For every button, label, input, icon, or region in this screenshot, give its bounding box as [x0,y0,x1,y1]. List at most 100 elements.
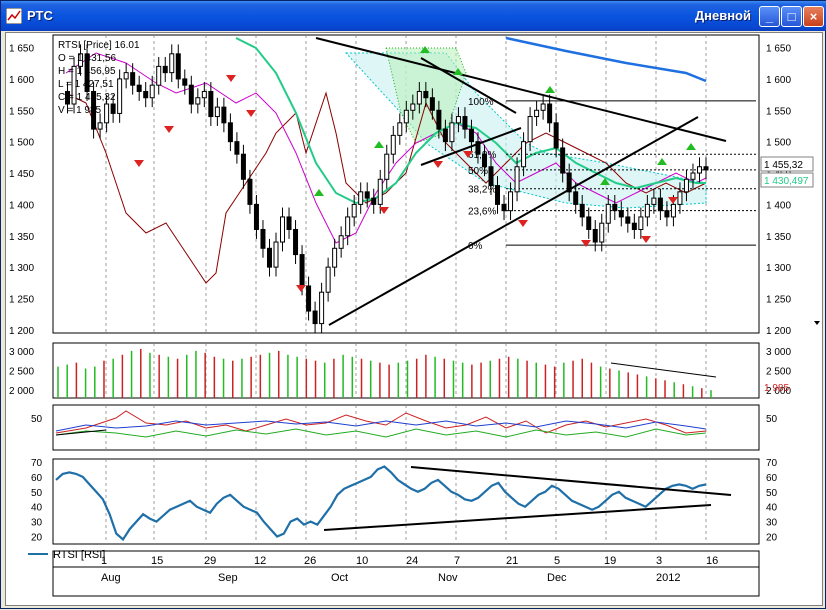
arrow-down-icon [164,126,174,133]
price-tick-label: 1 450 [9,169,34,180]
timeframe-label: Дневной [694,8,751,23]
candle-body [286,216,292,230]
candle-body [234,141,240,155]
price-tick-label: 1 550 [9,106,34,117]
price-tick-label: 1 350 [766,232,791,243]
candle-body [280,216,286,243]
arrow-up-icon [374,141,384,148]
candle-body [455,116,461,124]
candle-body [631,222,637,230]
price-title: RTSI [Price] 16.01 [58,40,140,51]
candle-body [449,122,455,143]
candle-body [377,178,383,205]
blue-moving-average [505,36,707,83]
ohlc-low: L = 1 427,51 [58,79,114,90]
candle-body [364,191,370,199]
candle-body [423,90,429,99]
arrow-down-icon [134,160,144,167]
price-tick-label: 1 400 [766,200,791,211]
rsi-tick-label: 20 [766,533,778,544]
candle-body [78,53,84,67]
oscillator-lines [55,410,707,438]
candle-body [293,228,299,256]
price-tick-label: 1 200 [766,326,791,337]
fib-label: 0% [468,241,483,252]
arrow-down-icon [433,161,443,168]
candle-body [325,266,331,293]
price-y-ticks-left: 1 650 1 600 1 550 1 500 1 450 1 400 1 350 1 300… [9,44,34,337]
rsi-y-ticks-left: 70 60 50 40 30 20 [31,458,43,544]
candle-body [84,53,90,92]
candle-body [462,116,468,130]
candle-body [475,141,481,155]
ohlc-close: C = 1 455,32 [58,92,116,103]
candle-body [195,97,201,105]
candle-body [468,128,474,143]
minimize-button[interactable]: _ [759,6,780,27]
arrow-down-icon [518,220,528,227]
candle-body [657,197,663,212]
arrow-down-icon [246,110,256,117]
x-day-label: 1 [101,555,107,567]
candle-body [110,103,116,114]
candle-body [188,84,194,105]
candle-body [566,172,572,193]
title-bar[interactable]: РТС Дневной _ □ × [1,1,826,31]
candle-body [227,122,233,143]
chart-canvas[interactable]: 1 650 1 600 1 550 1 500 1 450 1 400 1 350 1 300… [5,32,823,606]
arrow-down-icon [296,285,306,292]
close-button[interactable]: × [803,6,824,27]
candle-body [136,84,142,92]
maximize-button[interactable]: □ [781,6,802,27]
candle-body [65,90,71,105]
candle-body [592,228,598,243]
volume-tick-label: 2 000 [766,386,791,397]
candle-body [175,53,181,80]
indicator-tag-box [760,172,814,188]
candle-body [644,203,650,218]
fib-label: 23,6% [468,207,496,218]
x-day-label: 24 [406,555,418,567]
price-tick-label: 1 300 [9,263,34,274]
candle-body [162,65,168,74]
price-tick-label: 1 300 [766,263,791,274]
candle-body [573,191,579,205]
trendline-upper [315,37,727,142]
x-month-label: Aug [101,572,121,584]
volume-tick-label: 2 500 [9,367,34,378]
indicator-tag: 1 430,497 [764,176,809,187]
candle-body [130,72,136,86]
candle-body [201,90,207,99]
candle-body [586,216,592,230]
candle-body [266,247,272,268]
arrow-up-icon [314,189,324,196]
candle-body [306,285,312,312]
oscillator-y-ticks-right: 50 [766,414,778,425]
rsi-line [55,465,707,542]
arrow-down-icon [668,197,678,204]
candle-body [390,134,396,155]
fib-label: 50% [468,166,488,177]
x-axis-frame [52,550,760,597]
candle-body [214,106,220,118]
price-tick-label: 1 500 [9,138,34,149]
candle-body [117,78,123,114]
candle-body [416,90,422,105]
candle-body [156,65,162,86]
arrow-down-icon [226,75,236,82]
rsi-legend-label: RTSI [RSI] [53,549,105,561]
candle-body [579,203,585,218]
candle-body [253,203,259,230]
arrow-up-icon [545,86,555,93]
scroll-down-icon[interactable] [814,321,820,325]
volume-tick-label: 2 000 [9,386,34,397]
candle-body [638,216,644,230]
x-day-label: 19 [604,555,616,567]
candle-body [104,103,110,124]
candle-body [221,106,227,124]
candle-body [410,103,416,111]
ohlc-open: O = 1 431,56 [58,53,117,64]
rsi-tick-label: 30 [31,518,43,529]
candle-body [495,185,501,205]
price-candles [65,44,709,333]
